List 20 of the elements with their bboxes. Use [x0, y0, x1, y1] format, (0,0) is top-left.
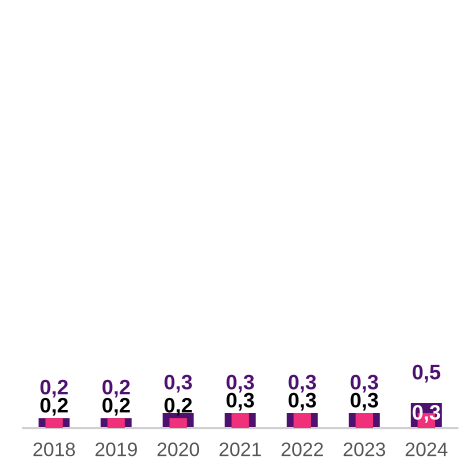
data-label: 0,5: [412, 364, 440, 382]
data-label: 0,2: [102, 398, 130, 416]
data-label: 0,3: [226, 392, 254, 411]
x-tick-label: 2020: [158, 442, 200, 456]
data-label: 0,3: [288, 392, 316, 411]
data-label: 0,3: [350, 374, 378, 393]
data-label: 0,2: [164, 398, 192, 416]
data-label: 0,2: [40, 380, 68, 398]
data-label: 0,3: [288, 374, 316, 393]
data-label: 0,3: [226, 374, 254, 393]
x-tick-label: 2018: [33, 442, 75, 456]
x-tick-label: 2024: [406, 442, 448, 456]
data-label: 0,3: [350, 392, 378, 411]
data-label: 0,3: [164, 374, 192, 393]
x-tick-label: 2022: [282, 442, 323, 456]
x-tick-label: 2023: [344, 442, 386, 456]
data-label: 0,2: [102, 380, 130, 398]
x-tick-label: 2021: [220, 442, 261, 456]
x-tick-label: 2019: [96, 442, 137, 456]
data-label: 0,2: [40, 398, 68, 416]
